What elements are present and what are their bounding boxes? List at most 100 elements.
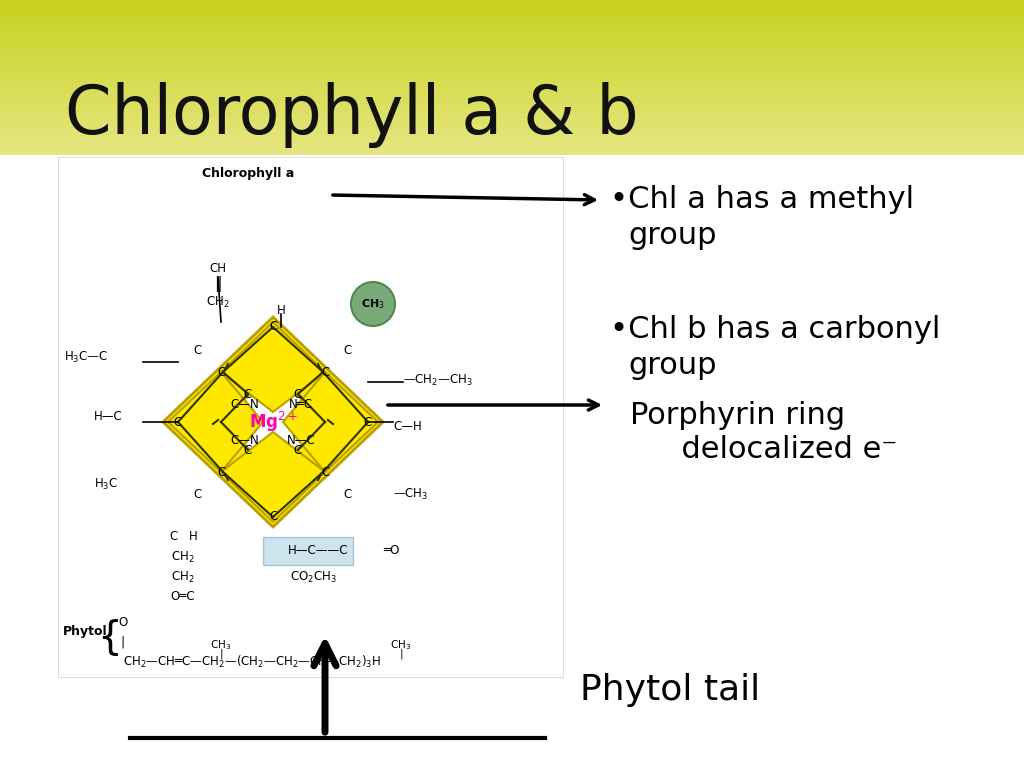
Bar xyxy=(0,141,1024,144)
Polygon shape xyxy=(283,372,378,472)
Bar xyxy=(0,103,1024,104)
Bar xyxy=(0,19,1024,22)
Bar xyxy=(0,101,1024,103)
Bar xyxy=(0,45,1024,47)
Bar xyxy=(0,52,1024,55)
Bar xyxy=(0,75,1024,78)
Bar xyxy=(0,79,1024,81)
Bar xyxy=(0,68,1024,70)
Bar xyxy=(0,81,1024,83)
Bar xyxy=(0,153,1024,155)
Bar xyxy=(0,116,1024,118)
Bar xyxy=(0,41,1024,43)
Text: Chlorophyll a: Chlorophyll a xyxy=(202,167,294,180)
Bar xyxy=(0,112,1024,114)
Bar xyxy=(0,107,1024,108)
Bar xyxy=(0,130,1024,132)
Text: CH: CH xyxy=(210,263,226,276)
Bar xyxy=(0,104,1024,107)
Bar xyxy=(0,12,1024,14)
Bar xyxy=(0,151,1024,153)
Bar xyxy=(0,122,1024,124)
Polygon shape xyxy=(163,317,383,527)
Text: CH$_2$: CH$_2$ xyxy=(206,294,229,310)
Text: Mg$^{2+}$: Mg$^{2+}$ xyxy=(249,410,297,434)
Text: C: C xyxy=(344,488,352,501)
Bar xyxy=(0,134,1024,136)
Bar xyxy=(0,25,1024,27)
Text: —CH$_3$: —CH$_3$ xyxy=(393,486,428,502)
Bar xyxy=(0,22,1024,23)
Bar xyxy=(0,35,1024,37)
Text: Porphyrin ring: Porphyrin ring xyxy=(630,400,845,429)
Text: H: H xyxy=(188,531,198,544)
Text: H$_3$C: H$_3$C xyxy=(94,476,118,492)
Bar xyxy=(0,6,1024,8)
Polygon shape xyxy=(168,372,263,472)
Bar xyxy=(0,88,1024,89)
Text: C—N: C—N xyxy=(230,398,259,411)
Text: O: O xyxy=(119,615,128,628)
Text: O═C: O═C xyxy=(171,591,196,604)
Text: CH$_2$: CH$_2$ xyxy=(171,549,195,564)
Bar xyxy=(0,31,1024,33)
Text: ‖: ‖ xyxy=(214,276,222,292)
Text: C: C xyxy=(269,511,278,524)
Text: H$_3$C—C: H$_3$C—C xyxy=(63,349,108,365)
Polygon shape xyxy=(221,322,325,412)
Text: group: group xyxy=(628,350,717,379)
Text: C: C xyxy=(344,343,352,356)
Bar xyxy=(263,537,353,565)
Bar xyxy=(0,43,1024,45)
Bar xyxy=(0,33,1024,35)
Bar xyxy=(0,48,1024,51)
Text: N═C: N═C xyxy=(289,398,313,411)
Text: ═O: ═O xyxy=(383,544,399,557)
Bar xyxy=(0,91,1024,93)
Text: |: | xyxy=(399,649,402,659)
Text: Phytol tail: Phytol tail xyxy=(580,673,760,707)
Bar xyxy=(0,126,1024,128)
Bar xyxy=(0,18,1024,19)
Bar xyxy=(0,136,1024,137)
Bar xyxy=(0,99,1024,101)
Text: C: C xyxy=(217,465,225,478)
Bar xyxy=(0,78,1024,79)
Bar xyxy=(0,128,1024,130)
Text: •Chl a has a methyl: •Chl a has a methyl xyxy=(610,186,914,214)
Bar xyxy=(0,155,1024,768)
Bar xyxy=(0,14,1024,15)
Text: H—C——C: H—C——C xyxy=(288,544,348,557)
Bar xyxy=(0,66,1024,68)
Bar xyxy=(0,2,1024,4)
Bar xyxy=(0,0,1024,2)
Text: CH$_2$—CH═C—CH$_2$—(CH$_2$—CH$_2$—CH—CH$_2$)$_3$H: CH$_2$—CH═C—CH$_2$—(CH$_2$—CH$_2$—CH—CH$… xyxy=(123,654,381,670)
Text: N—C: N—C xyxy=(287,433,315,446)
Bar xyxy=(0,114,1024,116)
Text: group: group xyxy=(628,220,717,250)
Bar xyxy=(0,132,1024,134)
Bar xyxy=(0,70,1024,71)
Text: C: C xyxy=(294,388,302,400)
Text: CO$_2$CH$_3$: CO$_2$CH$_3$ xyxy=(290,569,337,584)
Bar xyxy=(0,51,1024,52)
Bar xyxy=(0,137,1024,140)
Bar xyxy=(0,147,1024,149)
Text: C: C xyxy=(217,366,225,379)
Text: |: | xyxy=(121,635,125,648)
Bar xyxy=(0,23,1024,25)
Text: C: C xyxy=(244,443,252,456)
Bar xyxy=(0,58,1024,60)
Bar xyxy=(0,144,1024,145)
Bar xyxy=(0,56,1024,58)
Bar xyxy=(0,89,1024,91)
Text: —CH$_2$—CH$_3$: —CH$_2$—CH$_3$ xyxy=(403,372,473,388)
Bar xyxy=(0,83,1024,85)
Bar xyxy=(0,95,1024,97)
Bar xyxy=(0,64,1024,66)
Bar xyxy=(0,85,1024,88)
Text: C: C xyxy=(321,366,329,379)
Bar xyxy=(0,97,1024,99)
Text: C: C xyxy=(174,415,182,429)
Bar xyxy=(0,149,1024,151)
